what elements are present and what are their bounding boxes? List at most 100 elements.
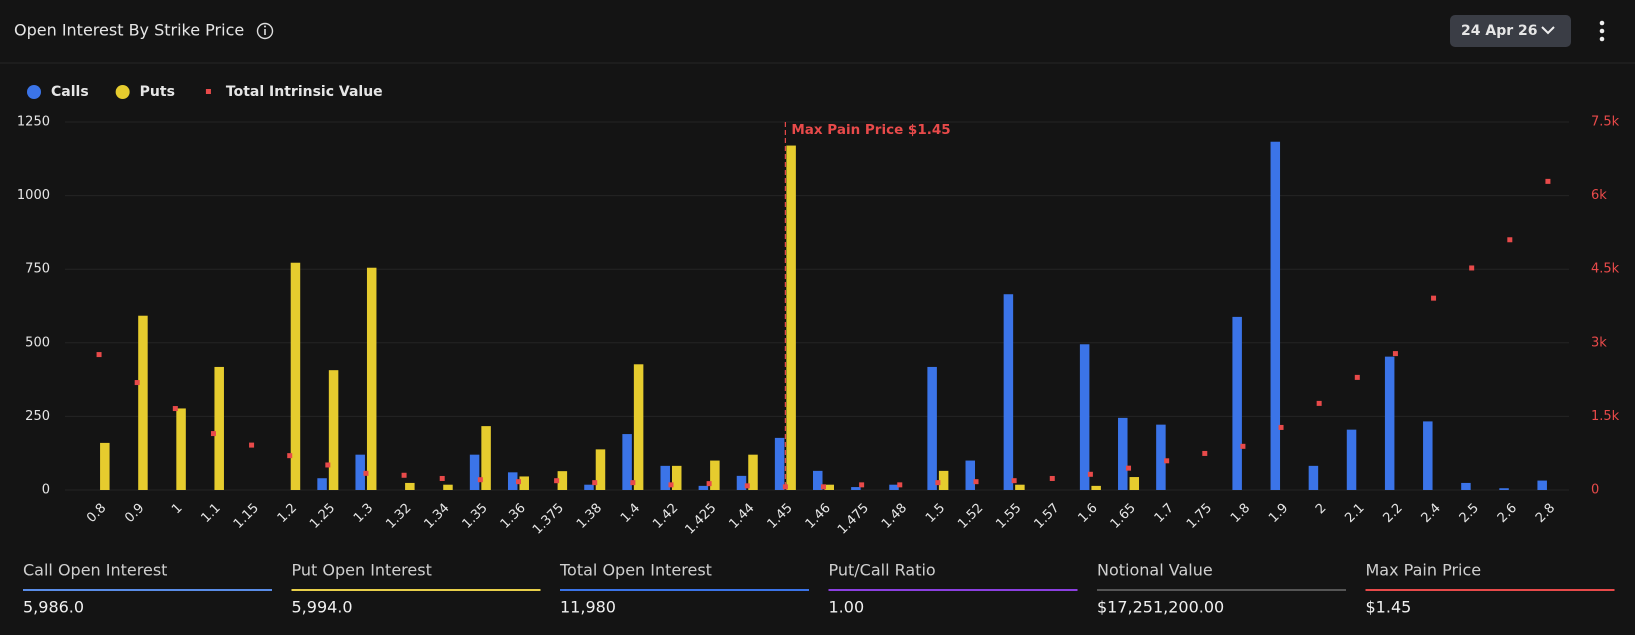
bar	[774, 437, 785, 490]
scatter-point	[1011, 478, 1017, 484]
bar	[1423, 421, 1433, 490]
scatter-point	[210, 431, 216, 437]
bar	[176, 408, 186, 490]
bar	[481, 426, 491, 490]
bar	[469, 454, 480, 490]
legend-marker	[27, 85, 41, 99]
bar	[813, 470, 823, 490]
stat-value: 5,986.0	[23, 598, 84, 617]
y2-tick-label: 1.5k	[1591, 409, 1620, 424]
bar	[1079, 344, 1090, 490]
scatter-point	[897, 482, 903, 488]
stat-value: 11,980	[560, 598, 616, 617]
scatter-point	[935, 480, 941, 486]
bar	[405, 482, 415, 490]
scatter-point	[1240, 443, 1246, 449]
info-icon[interactable]	[256, 22, 274, 40]
bar	[355, 454, 365, 490]
bar	[1003, 294, 1014, 490]
bar	[824, 484, 834, 490]
stat-label: Notional Value	[1097, 561, 1213, 580]
bar	[786, 145, 796, 490]
bar	[965, 460, 976, 490]
stat-label: Call Open Interest	[23, 561, 167, 580]
bar	[938, 470, 949, 490]
expiry-dropdown[interactable]: 24 Apr 26	[1450, 15, 1571, 47]
bar	[584, 484, 594, 490]
bar	[366, 267, 377, 490]
scatter-point	[706, 481, 712, 487]
scatter-point	[1545, 178, 1551, 184]
bar	[1270, 141, 1281, 490]
bar	[595, 449, 606, 490]
stat-value: 1.00	[829, 598, 865, 617]
scatter-point	[401, 472, 407, 478]
y-tick-label: 1000	[17, 188, 50, 203]
scatter-point	[1202, 450, 1208, 456]
scatter-point	[1354, 374, 1360, 380]
scatter-point	[172, 406, 178, 412]
legend-label: Calls	[51, 84, 89, 100]
bar	[1118, 417, 1128, 490]
legend-marker	[115, 85, 130, 99]
bar	[507, 472, 518, 490]
bar	[317, 478, 327, 490]
scatter-point	[973, 479, 979, 485]
bar	[519, 476, 529, 490]
scatter-point	[439, 475, 445, 481]
scatter-point	[1126, 465, 1132, 471]
bar	[1461, 482, 1471, 490]
bar	[1308, 465, 1319, 490]
scatter-point	[287, 453, 293, 459]
bar	[622, 434, 632, 490]
scatter-point	[1164, 458, 1170, 464]
scatter-point	[1087, 471, 1093, 477]
scatter-point	[363, 470, 369, 476]
bar	[660, 465, 670, 490]
scatter-point	[1278, 424, 1284, 430]
y-tick-label: 500	[25, 335, 50, 350]
bar	[100, 442, 110, 490]
bar	[557, 471, 568, 490]
bar	[1129, 477, 1140, 490]
title: Open Interest By Strike Price	[14, 21, 244, 40]
scatter-point	[668, 482, 674, 488]
scatter-point	[592, 480, 598, 486]
y2-tick-label: 7.5k	[1591, 115, 1620, 130]
y2-tick-label: 3k	[1591, 335, 1607, 350]
bar	[710, 460, 720, 490]
scatter-point	[134, 380, 140, 386]
scatter-point	[1431, 295, 1437, 301]
stat-label: Max Pain Price	[1366, 561, 1482, 580]
scatter-point	[477, 477, 483, 483]
scatter-point	[744, 483, 750, 489]
stat-label: Total Open Interest	[559, 561, 712, 580]
y-tick-label: 250	[25, 409, 50, 424]
scatter-point	[554, 478, 560, 484]
bar	[698, 485, 709, 490]
max-pain-label: Max Pain Price $1.45	[791, 122, 950, 138]
bar	[1499, 488, 1509, 490]
menu-button[interactable]	[1599, 20, 1605, 42]
legend-marker	[205, 89, 211, 94]
scatter-point	[515, 479, 521, 485]
y-tick-label: 750	[25, 262, 50, 277]
y2-tick-label: 6k	[1591, 188, 1607, 203]
bar	[290, 262, 301, 490]
y2-tick-label: 0	[1591, 483, 1599, 498]
bar	[889, 484, 899, 490]
legend-label: Total Intrinsic Value	[226, 84, 383, 100]
scatter-point	[1392, 351, 1398, 357]
scatter-point	[859, 482, 865, 488]
bar	[1232, 316, 1242, 490]
scatter-point	[1507, 237, 1513, 243]
bar	[671, 465, 682, 490]
scatter-point	[1316, 400, 1322, 406]
bar	[1346, 429, 1357, 490]
bar	[443, 484, 453, 490]
bar	[214, 366, 224, 490]
scatter-point	[96, 352, 102, 358]
stat-label: Put/Call Ratio	[829, 561, 936, 580]
scatter-point	[1049, 475, 1055, 481]
